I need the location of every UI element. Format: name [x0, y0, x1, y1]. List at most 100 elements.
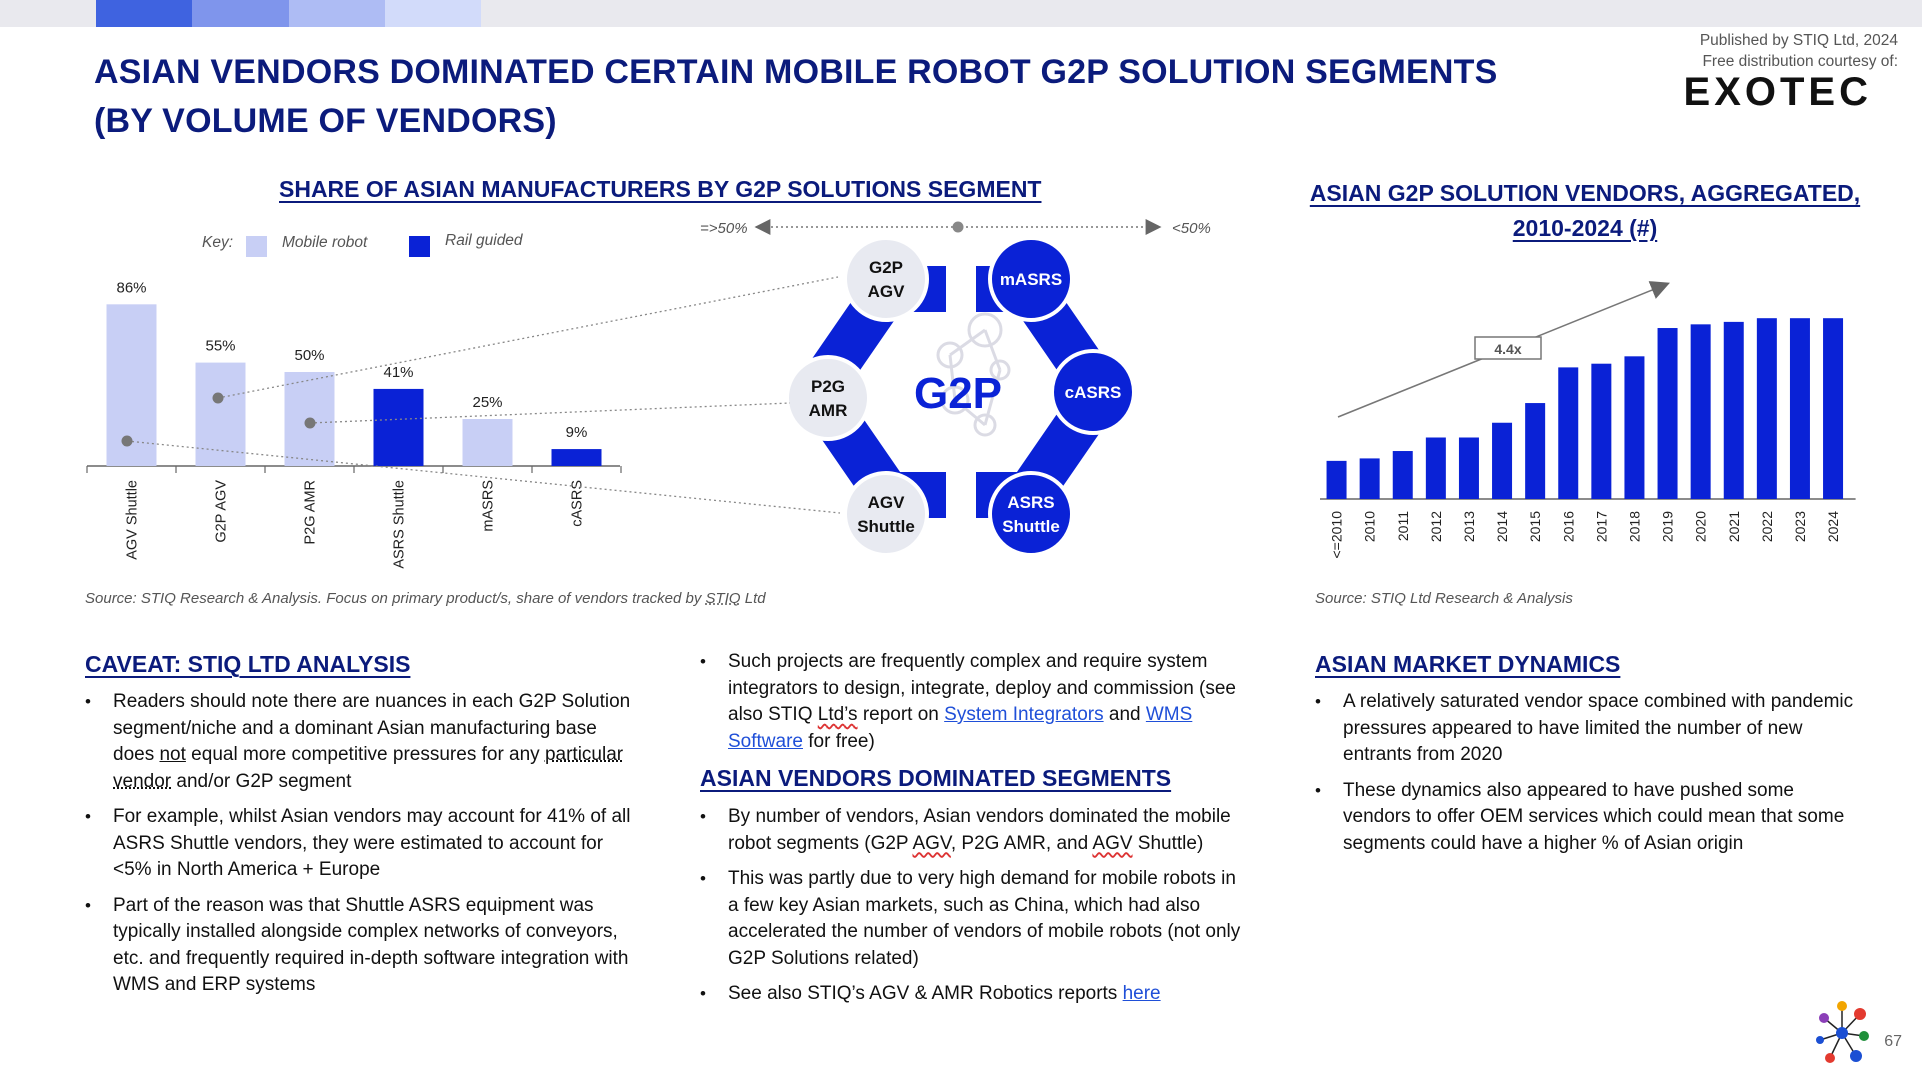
- right-category-label: <=2010: [1329, 511, 1345, 559]
- right-bar: [1789, 318, 1810, 499]
- right-bar: [1690, 324, 1711, 499]
- middle-bullet-3: See also STIQ’s AGV & AMR Robotics repor…: [700, 981, 1250, 1008]
- hexagon-node-label: mASRS: [1000, 270, 1062, 289]
- caveat-heading: CAVEAT: STIQ LTD ANALYSIS: [85, 651, 411, 677]
- middle-b0-ltd: Ltd’s: [817, 704, 858, 725]
- dynamics-bullet-1: A relatively saturated vendor space comb…: [1315, 689, 1855, 769]
- left-bar-value-label: 9%: [566, 424, 588, 441]
- top-progress-bar: [0, 0, 1922, 27]
- right-category-label: 2019: [1660, 511, 1676, 542]
- exotec-logo: EXOTEC: [1683, 70, 1872, 114]
- hexagon-node-circle: [1050, 349, 1136, 435]
- right-category-label: 2020: [1693, 511, 1709, 542]
- progress-segment-4: [385, 0, 481, 27]
- middle-top-bullets: Such projects are frequently complex and…: [700, 649, 1250, 764]
- connector-lines: [126, 276, 841, 514]
- right-bar: [1425, 437, 1446, 499]
- robotics-reports-link[interactable]: here: [1122, 983, 1161, 1004]
- right-bar: [1723, 321, 1744, 499]
- hexagon-node-circle: [988, 236, 1074, 322]
- middle-b0-d: for free): [802, 730, 875, 752]
- right-bar: [1657, 328, 1678, 499]
- right-bar: [1326, 460, 1347, 499]
- key-mobile-label: Mobile robot: [282, 234, 368, 251]
- scale-left-label: =>50%: [700, 220, 748, 237]
- dominated-segments-heading: ASIAN VENDORS DOMINATED SEGMENTS: [700, 765, 1172, 791]
- right-category-label: 2010: [1362, 511, 1378, 542]
- growth-label: 4.4x: [1494, 341, 1521, 357]
- caveat-b1-b: equal more competitive pressures for any: [185, 744, 545, 765]
- left-category-label: AGV Shuttle: [125, 480, 141, 560]
- hexagon-node-label: ASRS Shuttle: [1002, 493, 1060, 536]
- hexagon-node-circle: [785, 355, 871, 441]
- left-bar: [373, 388, 424, 466]
- left-bar: [551, 449, 602, 466]
- right-bar: [1492, 422, 1513, 499]
- right-category-label: 2017: [1593, 511, 1609, 542]
- left-bar-value-label: 50%: [294, 347, 324, 364]
- right-bar: [1458, 437, 1479, 499]
- right-category-label: 2024: [1825, 511, 1841, 542]
- caveat-b1-not: not: [159, 744, 186, 765]
- scale-right-label: <50%: [1172, 220, 1211, 237]
- right-bar: [1525, 403, 1546, 499]
- left-chart-source: Source: STIQ Research & Analysis. Focus …: [85, 590, 766, 607]
- left-bar-value-label: 55%: [205, 338, 235, 355]
- left-bar-value-label: 86%: [116, 279, 146, 296]
- right-category-label: 2013: [1461, 511, 1477, 542]
- left-bar: [195, 362, 246, 466]
- caveat-b1-particular: particular vendor: [113, 744, 624, 792]
- courtesy-line: Free distribution courtesy of:: [1702, 53, 1898, 70]
- stiq-logo: [1816, 1001, 1869, 1063]
- left-bar: [462, 419, 513, 466]
- hexagon-node-circle: [843, 236, 929, 322]
- hexagon-node-circle: [988, 471, 1074, 557]
- middle-b1-b: , P2G AMR, and: [950, 832, 1093, 854]
- key-swatch-rail: [409, 236, 430, 257]
- system-integrators-link[interactable]: System Integrators: [944, 704, 1104, 725]
- left-bar-value-label: 41%: [383, 364, 413, 381]
- caveat-bullets: Readers should note there are nuances in…: [85, 689, 640, 1008]
- caveat-b1-a: Readers should note there are nuances in…: [113, 691, 631, 765]
- progress-segment-3: [289, 0, 385, 27]
- right-bar: [1359, 458, 1380, 499]
- middle-b1-agv: AGV: [912, 832, 951, 854]
- middle-bullet-2: This was partly due to very high demand …: [700, 866, 1250, 972]
- progress-segment-2: [192, 0, 289, 27]
- right-category-label: 2014: [1494, 511, 1510, 542]
- dynamics-bullets: A relatively saturated vendor space comb…: [1315, 689, 1855, 866]
- right-chart-heading-line2: 2010-2024 (#): [1512, 215, 1658, 241]
- published-line: Published by STIQ Ltd, 2024: [1699, 32, 1898, 49]
- left-category-label: G2P AGV: [214, 480, 230, 543]
- wms-software-link[interactable]: WMS Software: [728, 704, 1193, 752]
- hexagon-center-label: G2P: [914, 369, 1002, 418]
- caveat-bullet-1: Readers should note there are nuances in…: [85, 689, 640, 795]
- right-category-label: 2022: [1759, 511, 1775, 542]
- growth-arrow: [1337, 281, 1670, 418]
- left-category-label: P2G AMR: [303, 480, 319, 544]
- left-category-label: mASRS: [481, 480, 497, 532]
- key-label: Key:: [202, 234, 234, 251]
- dynamics-bullet-2: These dynamics also appeared to have pus…: [1315, 778, 1855, 858]
- network-icon: [936, 312, 1011, 437]
- progress-segment-1: [96, 0, 192, 27]
- middle-b1-agv2: AGV: [1092, 832, 1133, 854]
- middle-b1-a: By number of vendors, Asian vendors domi…: [728, 806, 1231, 854]
- left-category-label: cASRS: [570, 480, 586, 527]
- right-chart-source: Source: STIQ Ltd Research & Analysis: [1315, 590, 1573, 607]
- hexagon-node-label: AGV Shuttle: [857, 493, 915, 536]
- right-category-label: 2021: [1726, 511, 1742, 542]
- right-category-label: 2016: [1560, 511, 1576, 542]
- key-rail-label: Rail guided: [445, 232, 523, 249]
- market-dynamics-heading: ASIAN MARKET DYNAMICS: [1315, 651, 1621, 677]
- right-bar: [1823, 318, 1844, 499]
- publisher-note: Published by STIQ Ltd, 2024 Free distrib…: [1700, 30, 1898, 72]
- right-bar-chart: <=2010 2010 2011 2012 2013 2014 2015 2016 2017 20…: [1320, 318, 1856, 559]
- middle-bullet-1: By number of vendors, Asian vendors domi…: [700, 804, 1250, 857]
- middle-bullets: By number of vendors, Asian vendors domi…: [700, 804, 1250, 1017]
- chart-graphic: =>50% <50% 86% AGV Shuttle 55% G2P AGV 50% P2…: [86, 219, 1856, 569]
- right-chart-heading-line1: ASIAN G2P SOLUTION VENDORS, AGGREGATED,: [1309, 180, 1861, 206]
- caveat-bullet-2: For example, whilst Asian vendors may ac…: [85, 804, 640, 884]
- middle-b0-c: and: [1103, 704, 1146, 725]
- hexagon-node-label: P2G AMR: [809, 377, 848, 420]
